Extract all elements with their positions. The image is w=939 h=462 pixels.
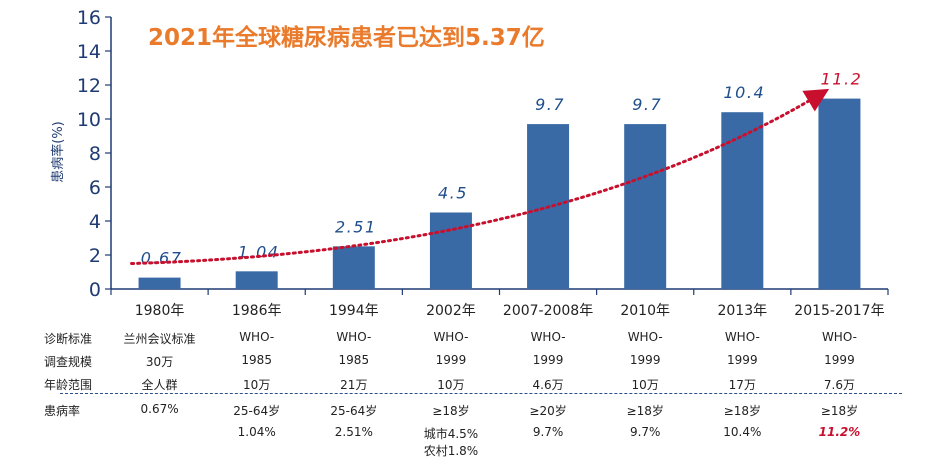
row-label-scale: 调查规模	[44, 355, 93, 369]
age-range-cell: 7.6万	[823, 378, 855, 392]
scale-cell: 30万	[145, 355, 174, 369]
bar-value-label: 10.4	[724, 83, 766, 102]
prevalence-cell: 10.4%	[723, 425, 762, 439]
age-range-cell: 10万	[243, 378, 271, 392]
diagnosis-cell: WHO-	[530, 330, 566, 344]
prevalence-cell: ≥18岁	[626, 404, 664, 418]
prevalence-cell: 城市4.5%	[423, 427, 479, 441]
prevalence-cell: 11.2%	[818, 425, 861, 439]
prevalence-cell: 0.67%	[140, 402, 179, 416]
prevalence-cell: ≥18岁	[432, 404, 470, 418]
diagnosis-cell: WHO-	[433, 330, 469, 344]
y-tick-label: 2	[89, 245, 101, 267]
scale-cell: 1999	[435, 353, 467, 367]
bar-value-label: 0.67	[141, 249, 183, 268]
x-tick-label: 1986年	[232, 303, 282, 319]
x-tick-label: 2013年	[717, 303, 767, 319]
prevalence-cell: 25-64岁	[233, 404, 281, 418]
diagnosis-cell: WHO-	[821, 330, 857, 344]
row-label-diagnosis: 诊断标准	[44, 332, 93, 346]
bar	[235, 271, 278, 289]
bar	[818, 98, 861, 289]
trend-arrow	[130, 88, 830, 265]
diagnosis-cell: WHO-	[336, 330, 372, 344]
bar	[429, 212, 472, 289]
y-tick-label: 6	[89, 177, 101, 199]
age-range-cell: 17万	[728, 378, 756, 392]
scale-cell: 1985	[241, 353, 272, 367]
x-tick-label: 1980年	[135, 303, 185, 319]
y-tick-label: 12	[77, 75, 101, 97]
y-tick-label: 14	[77, 41, 101, 63]
row-label-age: 年龄范围	[44, 378, 93, 392]
diagnosis-cell: 兰州会议标准	[123, 332, 196, 346]
age-range-cell: 全人群	[141, 378, 178, 392]
diagnosis-cell: WHO-	[239, 330, 275, 344]
prevalence-cell: 9.7%	[532, 425, 564, 439]
y-tick-label: 0	[89, 279, 101, 301]
bar-value-label: 9.7	[535, 95, 565, 114]
y-tick-label: 10	[77, 109, 101, 131]
scale-cell: 1999	[824, 353, 855, 367]
x-tick-label: 2002年	[426, 303, 476, 319]
prevalence-cell: 农村1.8%	[423, 444, 479, 458]
bar	[138, 277, 181, 289]
y-tick-label: 4	[89, 211, 101, 233]
age-range-cell: 21万	[340, 378, 368, 392]
y-axis-label: 患病率(%)	[50, 121, 66, 183]
bar-value-label: 9.7	[632, 95, 662, 114]
bar	[624, 124, 667, 289]
x-tick-label: 2015-2017年	[794, 303, 884, 319]
age-range-cell: 10万	[437, 378, 465, 392]
scale-cell: 1999	[629, 353, 661, 367]
prevalence-cell: ≥18岁	[723, 404, 761, 418]
scale-cell: 1999	[532, 353, 564, 367]
bar	[332, 246, 375, 289]
age-range-cell: 10万	[631, 378, 659, 392]
chart-title: 2021年全球糖尿病患者已达到5.37亿	[148, 25, 545, 51]
bar	[721, 112, 764, 289]
scale-cell: 1985	[338, 353, 370, 367]
prevalence-cell: 1.04%	[237, 425, 276, 439]
y-tick-label: 16	[77, 7, 101, 29]
prevalence-cell: 9.7%	[629, 425, 661, 439]
y-tick-label: 8	[89, 143, 101, 165]
diagnosis-cell: WHO-	[724, 330, 760, 344]
prevalence-cell: 25-64岁	[330, 404, 378, 418]
prevalence-cell: ≥18岁	[820, 404, 859, 418]
row-label-prevalence: 患病率	[44, 404, 81, 418]
prevalence-cell: 2.51%	[334, 425, 373, 439]
prevalence-cell: ≥20岁	[529, 404, 567, 418]
bar-value-label: 4.5	[438, 184, 468, 203]
scale-cell: 1999	[727, 353, 758, 367]
bar-value-label: 11.2	[821, 70, 863, 89]
bar-value-label: 2.51	[335, 217, 377, 236]
age-range-cell: 4.6万	[532, 378, 564, 392]
x-tick-label: 2007-2008年	[503, 303, 593, 319]
x-tick-label: 2010年	[620, 303, 670, 319]
table-divider	[60, 393, 902, 394]
bar-value-label: 1.04	[238, 242, 280, 261]
diagnosis-cell: WHO-	[627, 330, 663, 344]
x-tick-label: 1994年	[329, 303, 379, 319]
